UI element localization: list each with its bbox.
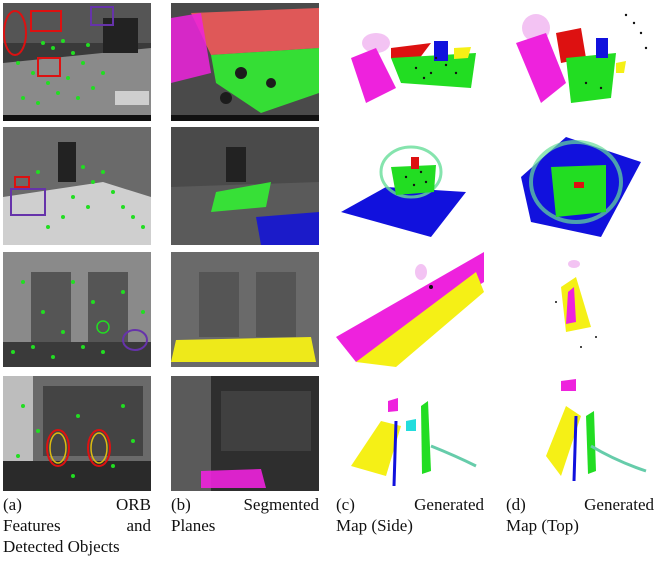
panel-c-row1-generated-map-side xyxy=(336,3,484,121)
panel-d-row1-generated-map-top xyxy=(506,3,654,121)
caption-c-line2: Map (Side) xyxy=(336,516,413,535)
caption-b-line2: Planes xyxy=(171,516,216,535)
panel-c-row3-generated-map-side xyxy=(336,252,484,367)
panel-b-row1-segmented-planes xyxy=(171,3,319,121)
caption-a-word: ORB xyxy=(116,495,151,514)
panel-d-row3-generated-map-top xyxy=(506,252,654,367)
panel-c-row2-generated-map-side xyxy=(336,127,484,245)
panel-d-row4-generated-map-top xyxy=(506,376,654,491)
caption-a: (a) ORB Features and Detected Objects xyxy=(3,494,151,557)
panel-a-row4-orb-features xyxy=(3,376,151,491)
panel-b-row2-segmented-planes xyxy=(171,127,319,245)
caption-a-line2b: and xyxy=(126,516,151,535)
caption-d: (d) Generated Map (Top) xyxy=(506,494,654,536)
caption-a-line3: Detected Objects xyxy=(3,537,120,556)
panel-a-row3-orb-features xyxy=(3,252,151,367)
panel-a-row2-orb-features xyxy=(3,127,151,245)
caption-d-line2: Map (Top) xyxy=(506,516,579,535)
panel-a-row1-orb-features xyxy=(3,3,151,121)
panel-d-row2-generated-map-top xyxy=(506,127,654,245)
caption-b-label: (b) xyxy=(171,495,191,514)
caption-b-word: Segmented xyxy=(243,495,319,514)
caption-c: (c) Generated Map (Side) xyxy=(336,494,484,536)
caption-b: (b) Segmented Planes xyxy=(171,494,319,536)
panel-b-row3-segmented-planes xyxy=(171,252,319,367)
caption-a-label: (a) xyxy=(3,495,22,514)
panel-b-row4-segmented-planes xyxy=(171,376,319,491)
caption-d-word: Generated xyxy=(584,495,654,514)
panel-c-row4-generated-map-side xyxy=(336,376,484,491)
caption-c-word: Generated xyxy=(414,495,484,514)
caption-c-label: (c) xyxy=(336,495,355,514)
caption-a-line2a: Features xyxy=(3,516,61,535)
caption-d-label: (d) xyxy=(506,495,526,514)
